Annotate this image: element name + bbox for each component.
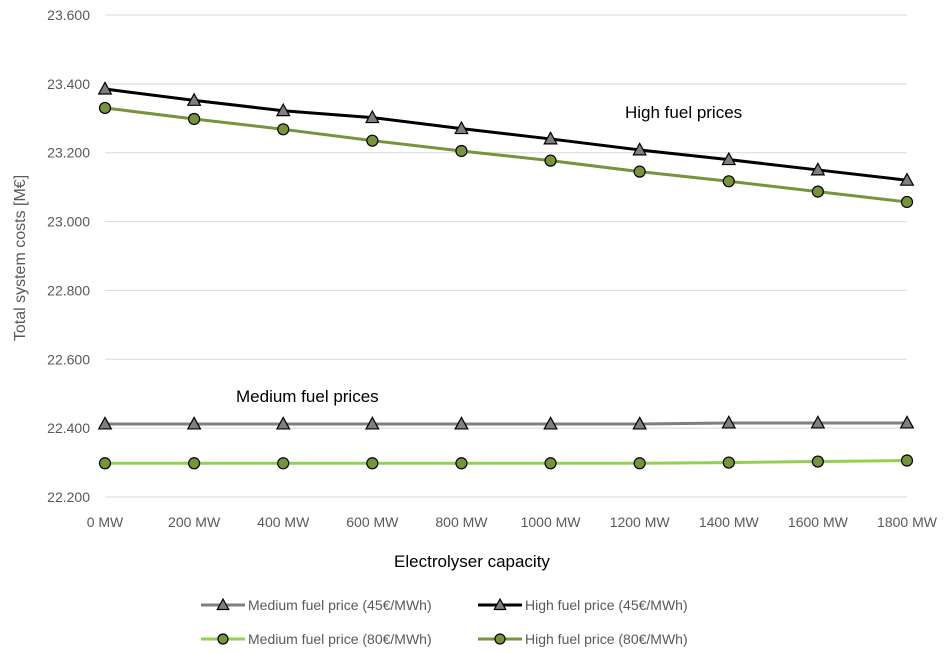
- triangle-marker: [632, 416, 648, 430]
- x-axis-ticks: 0 MW 200 MW 400 MW 600 MW 800 MW 1000 MW 1200 …: [87, 514, 938, 530]
- triangle-marker: [186, 92, 202, 106]
- triangle-marker: [454, 120, 469, 135]
- circle-marker: [98, 457, 112, 470]
- x-tick-label: 600 MW: [346, 514, 399, 530]
- series-line: [104, 87, 908, 182]
- annotation-medium-fuel-prices: Medium fuel prices: [236, 387, 379, 406]
- circle-marker: [722, 456, 735, 469]
- triangle-marker: [899, 172, 915, 186]
- series-layer: [97, 81, 915, 470]
- y-tick-label: 22.400: [47, 420, 90, 436]
- y-axis-ticks: 22.200 22.400 22.600 22.800 23.000 23.200 23.4…: [47, 7, 90, 505]
- triangle-marker: [810, 162, 826, 176]
- triangle-marker: [493, 597, 507, 611]
- y-tick-label: 23.600: [47, 7, 90, 23]
- y-tick-label: 23.000: [47, 214, 90, 230]
- circle-marker: [722, 175, 735, 188]
- x-axis-title: Electrolyser capacity: [394, 552, 550, 571]
- circle-marker: [98, 101, 112, 115]
- triangle-marker: [899, 415, 915, 429]
- y-tick-label: 22.800: [47, 282, 90, 298]
- circle-marker: [277, 457, 290, 470]
- x-tick-label: 200 MW: [168, 514, 221, 530]
- circle-marker: [633, 165, 646, 178]
- x-tick-label: 1200 MW: [610, 514, 671, 530]
- legend-item: Medium fuel price (45€/MWh): [201, 597, 432, 613]
- y-tick-label: 23.400: [47, 76, 90, 92]
- circle-marker: [366, 134, 379, 147]
- circle-marker: [900, 454, 914, 467]
- circle-marker: [455, 457, 468, 470]
- triangle-marker: [186, 416, 202, 430]
- legend-item: High fuel price (80€/MWh): [478, 631, 688, 647]
- series-line: [105, 421, 907, 426]
- x-tick-label: 400 MW: [257, 514, 310, 530]
- series-line: [104, 106, 908, 204]
- circle-marker: [811, 455, 824, 468]
- triangle-marker: [97, 416, 113, 430]
- gridlines: [105, 14, 907, 498]
- triangle-marker: [543, 416, 558, 430]
- series-line: [105, 459, 908, 465]
- triangle-marker: [721, 415, 737, 429]
- y-tick-label: 23.200: [47, 145, 90, 161]
- legend-item: High fuel price (45€/MWh): [478, 597, 688, 613]
- x-tick-label: 800 MW: [435, 514, 488, 530]
- x-tick-label: 1600 MW: [788, 514, 849, 530]
- circle-marker: [277, 123, 290, 136]
- circle-marker: [633, 457, 646, 470]
- triangle-marker: [216, 597, 230, 611]
- series-1: [97, 81, 915, 186]
- circle-marker: [900, 195, 914, 209]
- legend-label: High fuel price (45€/MWh): [525, 597, 688, 613]
- circle-marker: [811, 185, 824, 198]
- triangle-marker: [275, 416, 291, 430]
- legend: Medium fuel price (45€/MWh) High fuel pri…: [201, 597, 688, 647]
- legend-label: Medium fuel price (80€/MWh): [248, 631, 432, 647]
- legend-item: Medium fuel price (80€/MWh): [201, 631, 432, 647]
- y-tick-label: 22.600: [47, 351, 90, 367]
- legend-label: High fuel price (80€/MWh): [525, 631, 688, 647]
- circle-marker: [217, 633, 229, 645]
- x-tick-label: 1000 MW: [521, 514, 582, 530]
- triangle-marker: [454, 416, 469, 430]
- annotation-high-fuel-prices: High fuel prices: [625, 103, 742, 122]
- circle-marker: [366, 457, 379, 470]
- circle-marker: [188, 457, 201, 470]
- x-tick-label: 0 MW: [87, 514, 124, 530]
- triangle-marker: [364, 416, 380, 430]
- y-tick-label: 22.200: [47, 489, 90, 505]
- triangle-marker: [97, 81, 113, 95]
- triangle-marker: [275, 102, 291, 117]
- triangle-marker: [543, 131, 558, 145]
- triangle-marker: [810, 415, 826, 429]
- circle-marker: [544, 154, 557, 167]
- x-tick-label: 1400 MW: [699, 514, 760, 530]
- triangle-marker: [364, 109, 380, 124]
- series-2: [98, 454, 914, 470]
- series-0: [97, 415, 915, 430]
- series-3: [98, 101, 914, 209]
- triangle-marker: [632, 142, 648, 156]
- triangle-marker: [721, 151, 737, 166]
- y-axis-title: Total system costs [M€]: [12, 175, 29, 341]
- legend-label: Medium fuel price (45€/MWh): [248, 597, 432, 613]
- circle-marker: [455, 144, 468, 158]
- circle-marker: [494, 633, 506, 645]
- circle-marker: [188, 112, 201, 126]
- circle-marker: [544, 457, 557, 470]
- x-tick-label: 1800 MW: [877, 514, 938, 530]
